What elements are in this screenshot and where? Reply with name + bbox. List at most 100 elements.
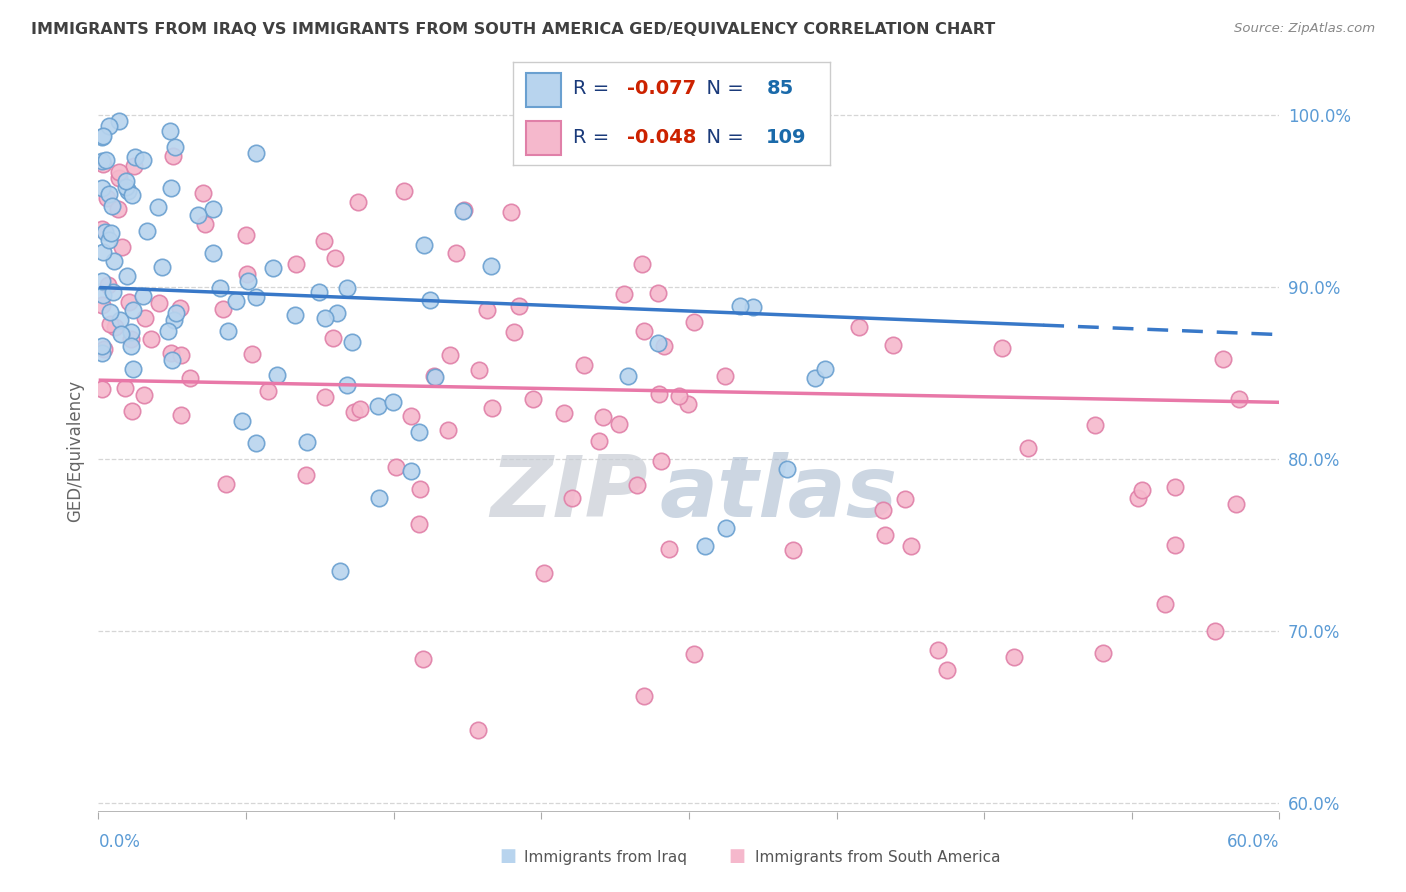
Point [110, 313, 132, 327]
Point [163, 313, 186, 327]
Point [561, 491, 583, 505]
Point [479, 260, 502, 274]
Point [159, 124, 181, 138]
Point [262, 260, 284, 275]
Point [423, 369, 446, 384]
Point [776, 461, 799, 475]
Point [91, 382, 114, 396]
Point [98, 187, 121, 202]
Point [157, 324, 180, 338]
Point [900, 540, 922, 554]
Point [927, 643, 949, 657]
Point [412, 651, 434, 665]
Point [503, 325, 526, 339]
Point [124, 150, 146, 164]
Point [97, 278, 120, 293]
Point [314, 390, 336, 404]
Point [633, 324, 655, 338]
Point [1212, 352, 1234, 367]
Point [91, 129, 114, 144]
Point [633, 689, 655, 703]
Point [117, 184, 139, 198]
Point [468, 363, 491, 377]
Point [91, 157, 114, 171]
Point [308, 285, 330, 299]
Point [163, 140, 186, 154]
Point [131, 289, 153, 303]
Point [235, 227, 257, 242]
Text: Immigrants from Iraq: Immigrants from Iraq [524, 850, 688, 865]
Point [875, 528, 897, 542]
Point [201, 246, 224, 260]
Point [107, 202, 129, 216]
Point [91, 345, 114, 359]
Point [169, 347, 191, 361]
Point [322, 330, 344, 344]
Point [159, 345, 181, 359]
Point [217, 324, 239, 338]
Point [533, 566, 555, 580]
Text: IMMIGRANTS FROM IRAQ VS IMMIGRANTS FROM SOUTH AMERICA GED/EQUIVALENCY CORRELATIO: IMMIGRANTS FROM IRAQ VS IMMIGRANTS FROM … [31, 22, 995, 37]
Point [187, 208, 209, 222]
Point [139, 332, 162, 346]
Point [408, 425, 430, 439]
Point [553, 406, 575, 420]
Point [335, 281, 357, 295]
Point [103, 254, 125, 268]
Point [1002, 650, 1025, 665]
Point [1204, 624, 1226, 638]
Point [613, 287, 636, 301]
Point [91, 298, 114, 312]
Point [245, 290, 267, 304]
Point [437, 423, 460, 437]
Point [1017, 441, 1039, 455]
Point [481, 401, 503, 415]
Point [285, 257, 308, 271]
Point [114, 174, 136, 188]
Point [146, 201, 169, 215]
Point [1126, 491, 1149, 505]
Point [191, 186, 214, 200]
Point [804, 370, 827, 384]
Point [170, 408, 193, 422]
Point [100, 226, 122, 240]
Point [1225, 497, 1247, 511]
Point [413, 238, 436, 252]
Point [1164, 538, 1187, 552]
Point [475, 302, 498, 317]
Point [245, 146, 267, 161]
Point [314, 310, 336, 325]
Point [439, 348, 461, 362]
Point [408, 516, 430, 531]
Point [678, 397, 700, 411]
Point [294, 467, 316, 482]
Point [714, 521, 737, 535]
Point [240, 347, 263, 361]
Point [122, 159, 145, 173]
Point [658, 542, 681, 557]
Point [236, 267, 259, 281]
Point [97, 233, 120, 247]
Point [848, 320, 870, 334]
Point [329, 564, 352, 578]
Point [419, 293, 441, 307]
Point [97, 119, 120, 133]
Point [647, 335, 669, 350]
Point [93, 343, 115, 357]
Point [100, 199, 122, 213]
Point [122, 303, 145, 318]
Text: 109: 109 [766, 128, 807, 147]
Point [295, 434, 318, 449]
Point [423, 369, 446, 384]
Point [120, 333, 142, 347]
Point [160, 180, 183, 194]
Text: ■: ■ [499, 847, 516, 865]
Text: Source: ZipAtlas.com: Source: ZipAtlas.com [1234, 22, 1375, 36]
Point [444, 246, 467, 260]
Point [1084, 417, 1107, 432]
Point [695, 539, 717, 553]
Point [91, 287, 114, 301]
Point [1154, 597, 1177, 611]
Point [98, 317, 121, 331]
Point [782, 543, 804, 558]
